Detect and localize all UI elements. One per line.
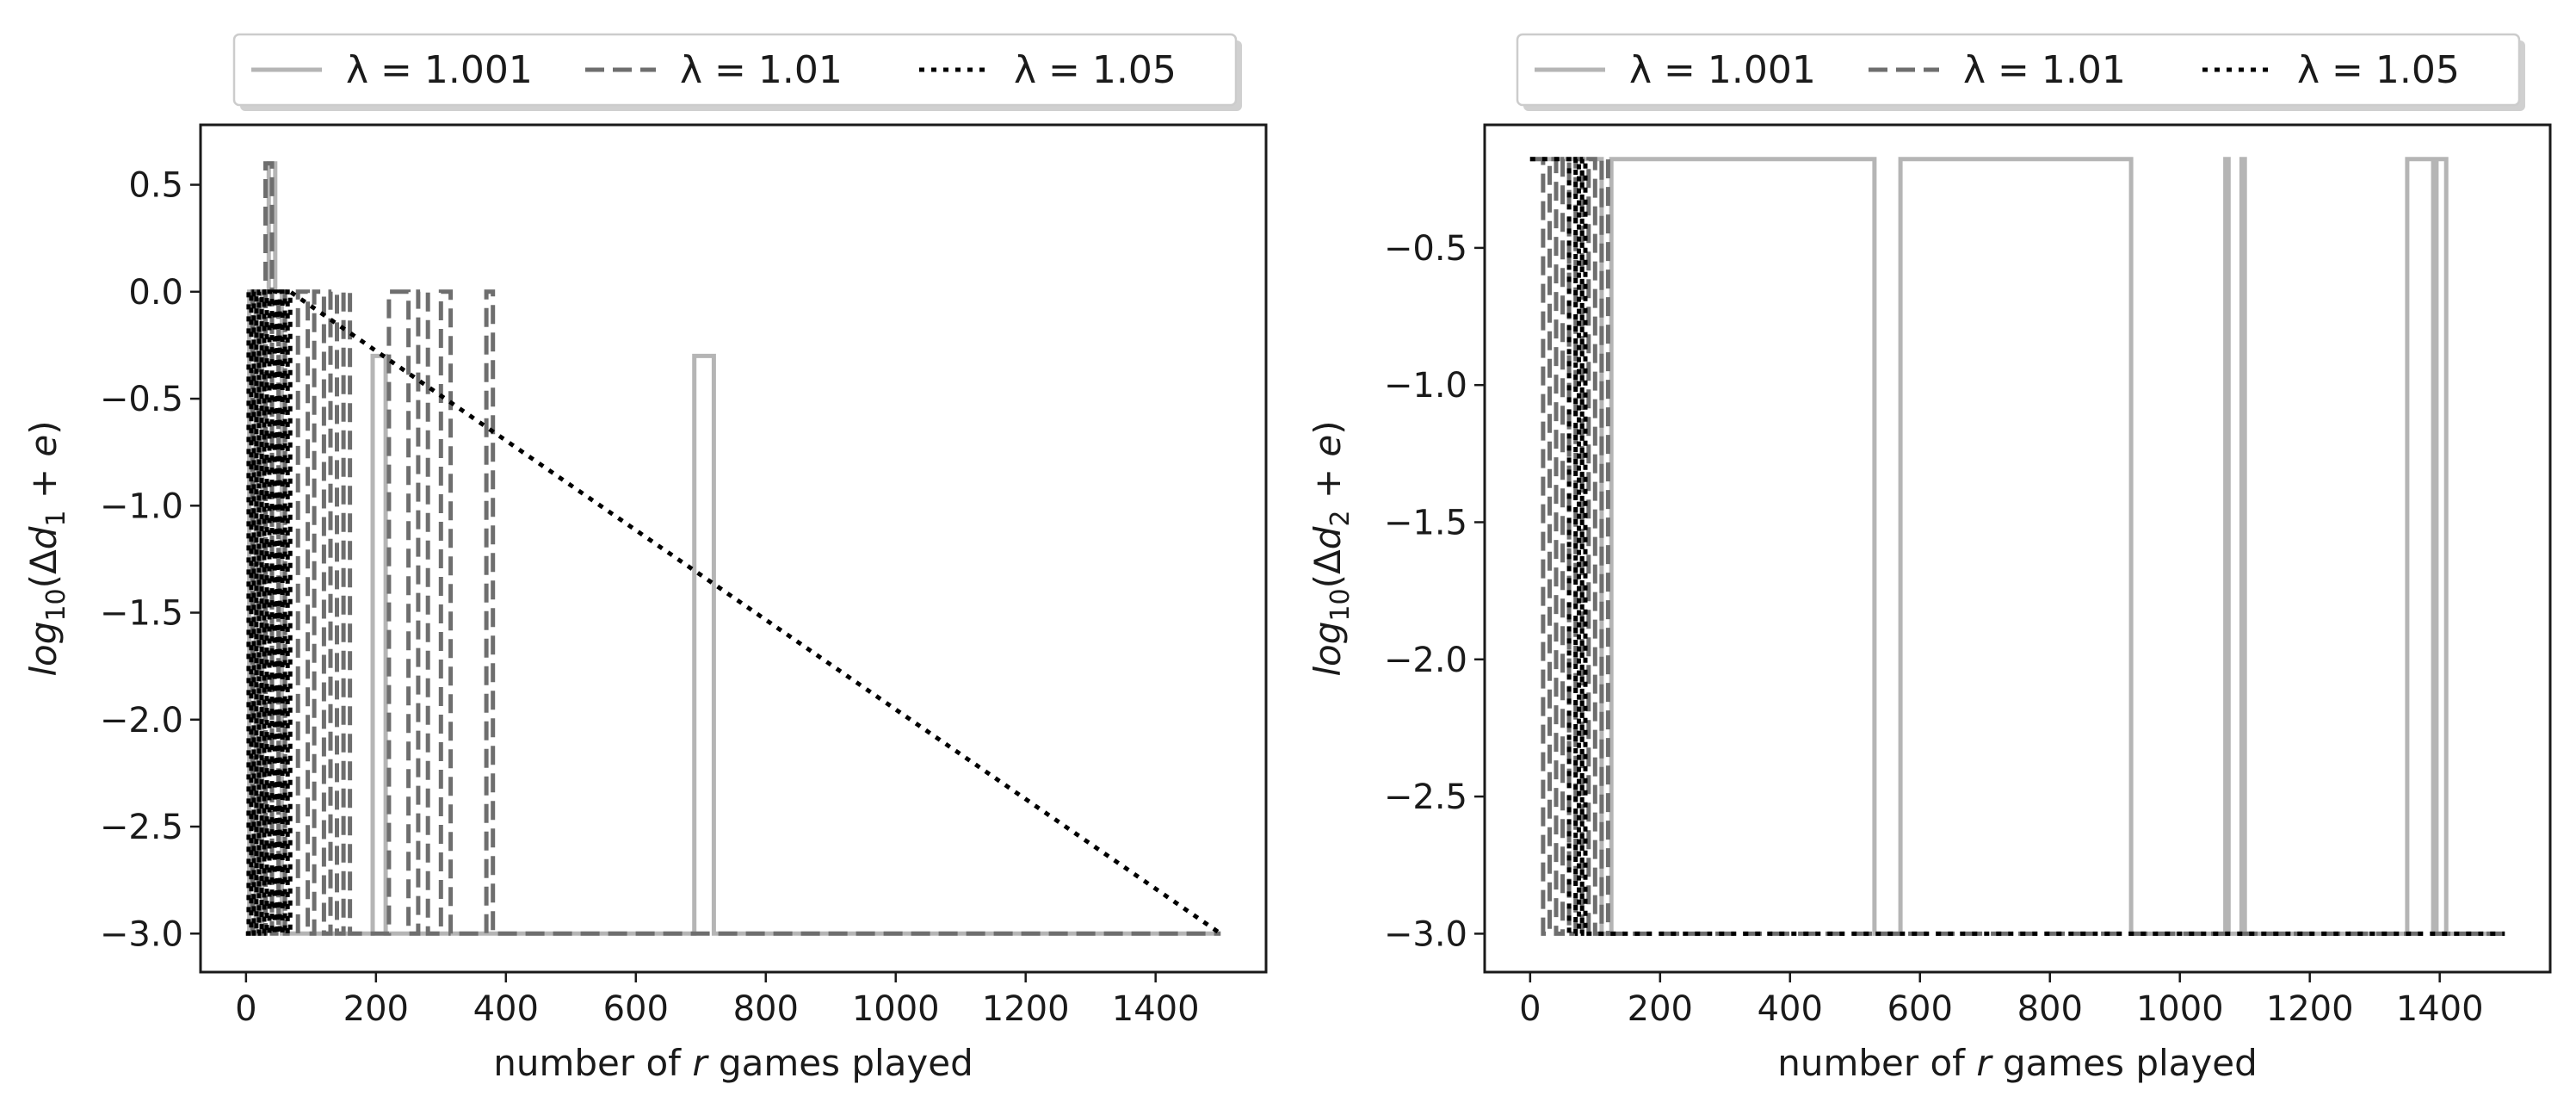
legend-box: [1516, 33, 2521, 107]
legend-label-2: λ = 1.05: [1014, 48, 1177, 92]
x-tick-label: 1400: [1112, 989, 1200, 1029]
y-tick-label: −1.0: [1384, 366, 1467, 406]
y-tick-label: −2.5: [1384, 778, 1467, 817]
chart-panel-left: 0 200 400 600 800 1000 1200 1400 0.5 0.0 −0.5 −1.0 −…: [22, 33, 1268, 1084]
y-tick-label: −1.5: [1384, 503, 1467, 542]
y-tick-label: 0.5: [128, 166, 183, 206]
series-line-2: [1529, 157, 2505, 936]
series-line-1: [1529, 157, 2505, 936]
y-tick-label: −0.5: [1384, 229, 1467, 269]
x-tick-label: 1200: [2266, 989, 2354, 1029]
x-tick-label: 800: [733, 989, 799, 1029]
y-tick-label: −1.5: [100, 594, 183, 634]
x-tick-label: 1000: [2136, 989, 2224, 1029]
series-line-2: [245, 288, 1222, 936]
plot-area: [245, 161, 1222, 936]
series-line-0: [1529, 157, 2505, 936]
y-tick-label: −3.0: [100, 914, 183, 954]
x-tick-label: 600: [603, 989, 669, 1029]
x-tick-label: 400: [473, 989, 539, 1029]
legend-label-2: λ = 1.05: [2297, 48, 2460, 92]
x-tick-label: 800: [2017, 989, 2083, 1029]
x-tick-label: 0: [235, 989, 256, 1029]
y-tick-label: −2.0: [1384, 641, 1467, 680]
legend: λ = 1.001 λ = 1.01 λ = 1.05: [1516, 33, 2525, 111]
y-axis-label: log10(Δd2 + e): [1307, 420, 1356, 676]
y-tick-label: −1.0: [100, 486, 183, 526]
legend-label-0: λ = 1.001: [1629, 48, 1816, 92]
y-tick-label: 0.0: [128, 273, 183, 313]
x-tick-label: 200: [343, 989, 409, 1029]
x-tick-label: 1000: [852, 989, 940, 1029]
x-tick-label: 400: [1757, 989, 1823, 1029]
x-tick-label: 1200: [982, 989, 1070, 1029]
y-axis-label: log10(Δd1 + e): [22, 420, 71, 676]
x-axis-label: number of r games played: [1777, 1042, 2258, 1084]
x-tick-label: 200: [1628, 989, 1693, 1029]
legend-label-1: λ = 1.01: [680, 48, 843, 92]
legend-box: [232, 33, 1238, 107]
axes-frame: [1483, 123, 2552, 974]
series-line-0: [245, 161, 1221, 936]
x-axis-label: number of r games played: [493, 1042, 973, 1084]
x-tick-label: 0: [1519, 989, 1541, 1029]
y-tick-label: −0.5: [100, 380, 183, 419]
legend: λ = 1.001 λ = 1.01 λ = 1.05: [232, 33, 1242, 111]
y-tick-label: −2.0: [100, 701, 183, 740]
legend-label-0: λ = 1.001: [346, 48, 533, 92]
legend-label-1: λ = 1.01: [1963, 48, 2126, 92]
y-tick-label: −3.0: [1384, 914, 1467, 954]
chart-panel-right: 0 200 400 600 800 1000 1200 1400 −0.5 −1.0 −1.5 −2.…: [1307, 33, 2552, 1084]
y-tick-label: −2.5: [100, 808, 183, 847]
series-line-1: [245, 161, 1221, 936]
x-tick-label: 600: [1887, 989, 1953, 1029]
plot-area: [1529, 157, 2505, 936]
x-tick-label: 1400: [2396, 989, 2484, 1029]
axes-frame: [199, 123, 1268, 974]
